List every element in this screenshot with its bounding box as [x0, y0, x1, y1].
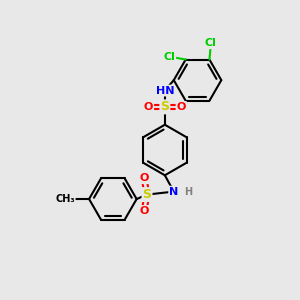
Text: O: O [176, 102, 186, 112]
Text: O: O [140, 206, 149, 216]
Text: O: O [144, 102, 153, 112]
Text: N: N [169, 187, 178, 196]
Text: CH₃: CH₃ [56, 194, 75, 204]
Text: H: H [184, 187, 192, 196]
Text: Cl: Cl [205, 38, 217, 48]
Text: Cl: Cl [164, 52, 175, 61]
Text: O: O [140, 173, 149, 183]
Text: S: S [142, 188, 152, 201]
Text: S: S [160, 100, 169, 113]
Text: HN: HN [156, 85, 174, 96]
